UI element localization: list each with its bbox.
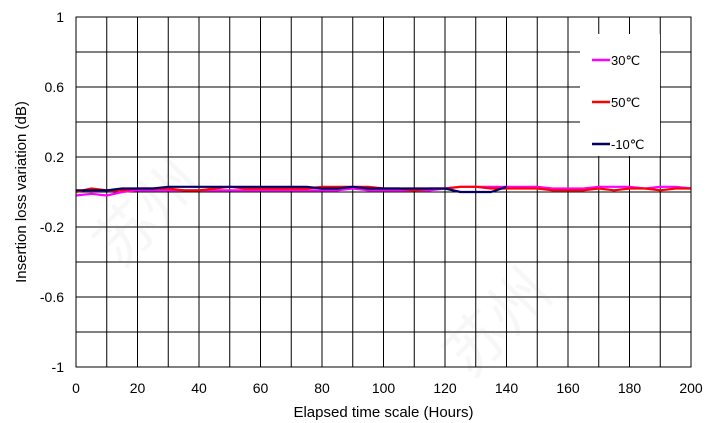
y-tick-labels: -1 -0.6 -0.2 0.2 0.6 1 bbox=[40, 9, 64, 375]
plot-frame bbox=[75, 16, 692, 368]
legend-label: -10℃ bbox=[611, 137, 644, 152]
x-tick-label: 0 bbox=[72, 380, 80, 396]
x-tick-label: 160 bbox=[556, 380, 580, 396]
legend-label: 50℃ bbox=[611, 95, 640, 110]
y-tick-label: 0.2 bbox=[45, 149, 65, 165]
x-tick-label: 180 bbox=[618, 380, 642, 396]
x-tick-label: 60 bbox=[253, 380, 269, 396]
svg-text:苏州: 苏州 bbox=[82, 147, 214, 279]
y-tick-label: -0.6 bbox=[40, 289, 64, 305]
x-tick-label: 20 bbox=[130, 380, 146, 396]
y-tick-label: -0.2 bbox=[40, 219, 64, 235]
y-tick-label: 1 bbox=[56, 9, 64, 25]
legend-label: 30℃ bbox=[611, 53, 640, 68]
series-layer bbox=[75, 185, 692, 197]
watermark: 苏州 苏州 bbox=[82, 147, 564, 389]
legend: 30℃ 50℃ -10℃ bbox=[580, 34, 660, 156]
x-tick-labels: 0 20 40 60 80 100 120 140 160 180 200 bbox=[72, 380, 703, 396]
svg-text:苏州: 苏州 bbox=[432, 257, 564, 389]
series-line bbox=[76, 185, 507, 194]
x-tick-label: 140 bbox=[495, 380, 519, 396]
x-tick-label: 100 bbox=[372, 380, 396, 396]
x-tick-label: 120 bbox=[433, 380, 457, 396]
x-tick-label: 80 bbox=[314, 380, 330, 396]
x-tick-label: 200 bbox=[679, 380, 703, 396]
y-axis-title: Insertion loss variation (dB) bbox=[13, 101, 30, 283]
x-axis-title: Elapsed time scale (Hours) bbox=[293, 404, 473, 421]
x-tick-label: 40 bbox=[191, 380, 207, 396]
y-tick-label: -1 bbox=[52, 359, 65, 375]
y-tick-label: 0.6 bbox=[45, 79, 65, 95]
legend-box bbox=[580, 34, 660, 156]
